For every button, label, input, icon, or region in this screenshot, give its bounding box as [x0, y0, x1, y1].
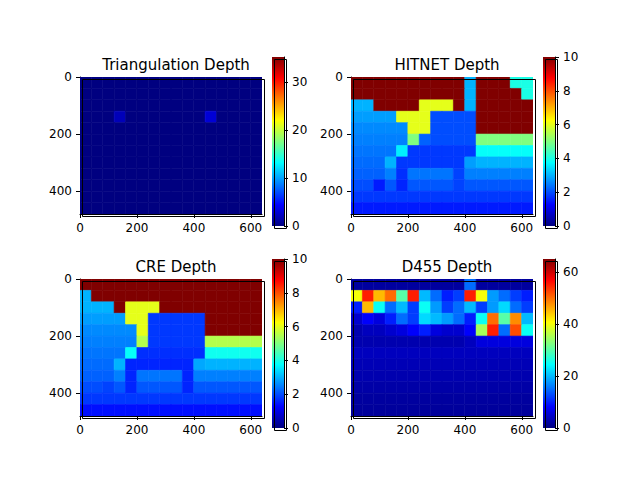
svg-text:200: 200	[320, 127, 343, 141]
svg-text:600: 600	[510, 423, 533, 437]
svg-text:400: 400	[320, 184, 343, 198]
svg-text:D455 Depth: D455 Depth	[402, 258, 493, 276]
svg-text:4: 4	[563, 151, 571, 165]
svg-text:6: 6	[563, 118, 571, 132]
svg-text:0: 0	[292, 219, 300, 233]
svg-text:0: 0	[335, 70, 343, 84]
svg-text:200: 200	[320, 329, 343, 343]
svg-text:0: 0	[563, 219, 571, 233]
svg-text:400: 400	[182, 423, 205, 437]
svg-text:0: 0	[347, 221, 355, 235]
svg-text:400: 400	[453, 221, 476, 235]
svg-text:10: 10	[563, 50, 578, 64]
svg-text:600: 600	[510, 221, 533, 235]
svg-text:600: 600	[239, 423, 262, 437]
svg-text:60: 60	[563, 265, 578, 279]
svg-text:400: 400	[320, 386, 343, 400]
svg-text:CRE Depth: CRE Depth	[136, 258, 217, 276]
svg-text:30: 30	[292, 75, 307, 89]
svg-text:200: 200	[126, 423, 149, 437]
svg-text:40: 40	[563, 317, 578, 331]
svg-text:2: 2	[563, 185, 571, 199]
svg-text:6: 6	[292, 320, 300, 334]
svg-text:400: 400	[49, 184, 72, 198]
svg-text:20: 20	[292, 123, 307, 137]
svg-text:HITNET Depth: HITNET Depth	[394, 56, 499, 74]
svg-text:8: 8	[563, 84, 571, 98]
svg-text:0: 0	[347, 423, 355, 437]
svg-text:200: 200	[49, 329, 72, 343]
svg-text:0: 0	[292, 421, 300, 435]
svg-text:0: 0	[335, 272, 343, 286]
svg-text:400: 400	[182, 221, 205, 235]
svg-text:10: 10	[292, 171, 307, 185]
svg-text:10: 10	[292, 252, 307, 266]
svg-text:200: 200	[49, 127, 72, 141]
svg-text:200: 200	[126, 221, 149, 235]
svg-text:0: 0	[64, 70, 72, 84]
svg-text:Triangulation Depth: Triangulation Depth	[101, 56, 250, 74]
svg-text:2: 2	[292, 387, 300, 401]
svg-text:200: 200	[397, 423, 420, 437]
svg-text:600: 600	[239, 221, 262, 235]
svg-text:0: 0	[64, 272, 72, 286]
svg-text:8: 8	[292, 286, 300, 300]
svg-text:200: 200	[397, 221, 420, 235]
svg-text:20: 20	[563, 369, 578, 383]
svg-text:400: 400	[49, 386, 72, 400]
svg-text:400: 400	[453, 423, 476, 437]
svg-text:0: 0	[563, 421, 571, 435]
svg-text:0: 0	[76, 423, 84, 437]
svg-text:4: 4	[292, 353, 300, 367]
svg-text:0: 0	[76, 221, 84, 235]
